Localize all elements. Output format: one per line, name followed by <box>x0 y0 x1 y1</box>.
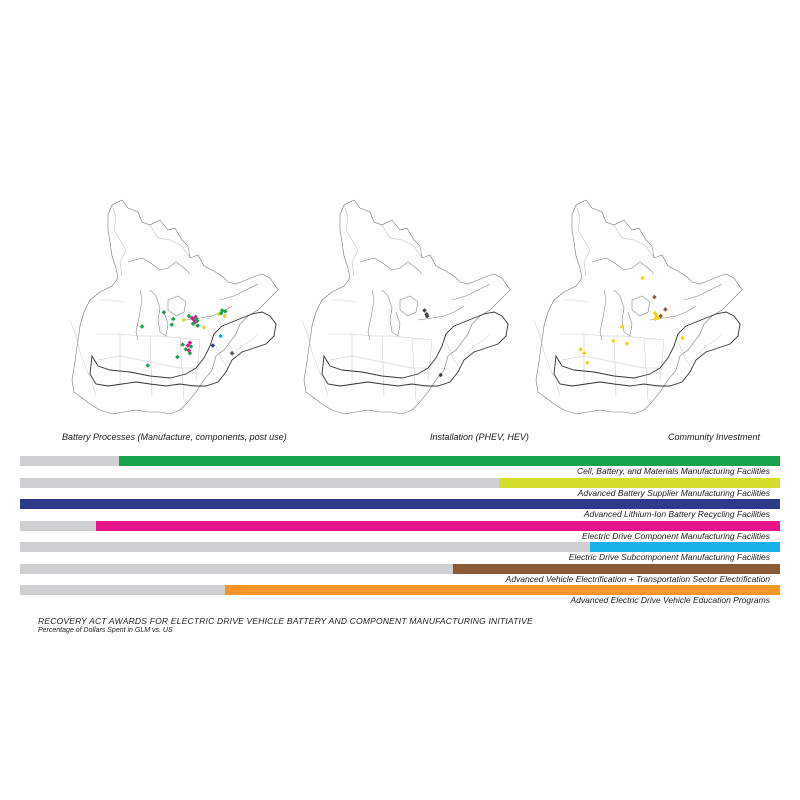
map-marker <box>192 320 197 326</box>
map-marker <box>422 308 427 313</box>
bar-track <box>20 477 780 488</box>
map-marker <box>640 275 645 281</box>
map-marker <box>210 343 216 348</box>
bar-label: Electric Drive Component Manufacturing F… <box>581 530 770 541</box>
bar-fill <box>590 542 780 552</box>
map-marker <box>585 360 590 365</box>
map-marker <box>424 313 430 319</box>
bar-label: Cell, Battery, and Materials Manufacturi… <box>576 466 770 476</box>
map-marker <box>186 313 192 319</box>
bar-row: Cell, Battery, and Materials Manufacturi… <box>20 456 780 478</box>
map-marker <box>161 310 167 315</box>
map-marker <box>194 318 200 324</box>
bar-label: Advanced Battery Supplier Manufacturing … <box>577 487 770 498</box>
bar-row: Advanced Electric Drive Vehicle Educatio… <box>20 585 780 607</box>
map-marker <box>438 372 443 378</box>
map-marker <box>222 309 228 314</box>
map-marker <box>229 350 235 356</box>
basemap-3 <box>533 199 743 415</box>
bar-fill <box>118 456 780 466</box>
map-marker <box>195 323 201 328</box>
map-marker <box>218 333 223 339</box>
map-marker <box>191 317 197 323</box>
chart-title: RECOVERY ACT AWARDS FOR ELECTRIC DRIVE V… <box>38 616 533 626</box>
bar-fill <box>498 477 780 488</box>
chart-subtitle: Percentage of Dollars Spent in GLM vs. U… <box>38 627 173 634</box>
bar-chart: Cell, Battery, and Materials Manufacturi… <box>0 456 800 616</box>
map-marker <box>190 321 196 326</box>
map-marker <box>186 348 192 353</box>
map-marker <box>653 316 658 322</box>
bar-track <box>20 542 780 552</box>
map-marker <box>183 347 189 352</box>
map-marker <box>180 342 185 347</box>
basemap-2 <box>301 199 511 415</box>
map-marker <box>185 343 191 348</box>
map-marker <box>188 344 194 349</box>
map-marker <box>218 310 224 316</box>
map-marker <box>175 354 180 360</box>
bar-row: Advanced Vehicle Electrification + Trans… <box>20 563 780 586</box>
bar-label: Advanced Lithium-Ion Battery Recycling F… <box>583 509 770 519</box>
bar-label: Advanced Vehicle Electrification + Trans… <box>505 573 770 584</box>
map-marker <box>187 350 193 356</box>
bar-track <box>20 585 780 595</box>
bar-fill <box>96 520 780 531</box>
map-marker <box>201 325 207 330</box>
map-marker <box>619 324 625 329</box>
map-markers <box>139 275 685 378</box>
map-marker <box>181 317 186 323</box>
map-marker <box>581 350 587 356</box>
bar-row: Advanced Battery Supplier Manufacturing … <box>20 477 780 500</box>
bar-track <box>20 456 780 466</box>
bar-row: Electric Drive Component Manufacturing F… <box>20 520 780 543</box>
bar-track <box>20 520 780 531</box>
map-marker <box>193 314 198 320</box>
bar-fill <box>453 563 780 574</box>
map-caption-community-investment: Community Investment <box>668 432 761 442</box>
map-caption-battery-processes: Battery Processes (Manufacture, componen… <box>62 432 287 442</box>
map-marker <box>145 363 151 368</box>
map-marker <box>611 338 616 344</box>
maps-area <box>69 199 743 415</box>
map-marker <box>187 340 193 345</box>
map-marker <box>652 294 657 300</box>
map-marker <box>139 324 145 329</box>
map-marker <box>663 307 668 312</box>
map-marker <box>169 322 175 327</box>
map-caption-installation: Installation (PHEV, HEV) <box>430 432 529 442</box>
map-marker <box>624 341 630 346</box>
map-marker <box>680 335 685 341</box>
bar-track <box>20 499 780 509</box>
map-marker <box>219 308 225 313</box>
map-marker <box>578 347 583 352</box>
map-marker <box>170 316 176 322</box>
map-marker <box>216 311 221 317</box>
bar-fill <box>20 499 780 509</box>
bar-fill <box>225 585 780 595</box>
bar-row: Electric Drive Subcomponent Manufacturin… <box>20 542 780 564</box>
bar-label: Advanced Electric Drive Vehicle Educatio… <box>570 595 770 605</box>
bar-label: Electric Drive Subcomponent Manufacturin… <box>568 552 770 562</box>
map-marker <box>222 313 228 319</box>
bar-row: Advanced Lithium-Ion Battery Recycling F… <box>20 499 780 521</box>
bar-track <box>20 563 780 574</box>
basemap-1 <box>69 199 279 415</box>
